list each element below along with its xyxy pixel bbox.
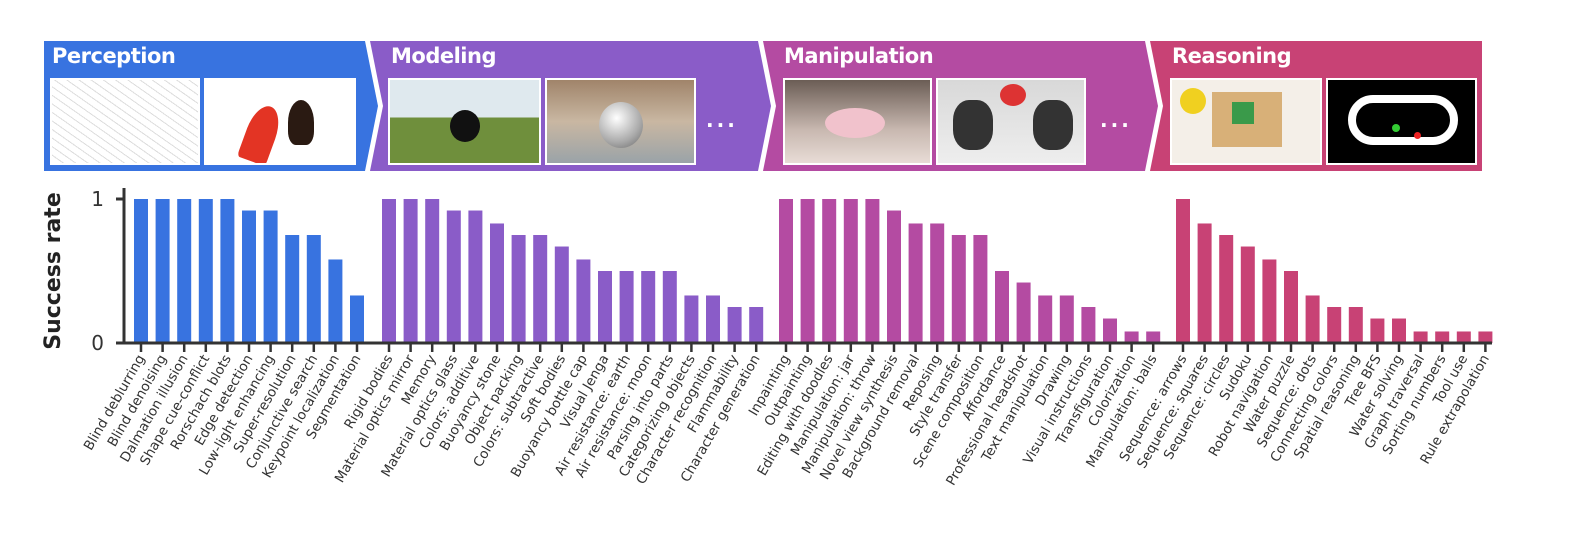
bar-modeling-0 xyxy=(382,199,396,343)
bar-reasoning-2 xyxy=(1219,235,1234,343)
bar-modeling-17 xyxy=(749,307,764,343)
bar-reasoning-5 xyxy=(1284,271,1298,343)
bar-modeling-5 xyxy=(490,223,504,343)
reasoning-title: Reasoning xyxy=(1172,44,1292,68)
bar-reasoning-12 xyxy=(1435,331,1450,343)
bar-manipulation-1 xyxy=(800,199,815,343)
bar-modeling-6 xyxy=(511,235,526,343)
bar-modeling-10 xyxy=(598,271,612,343)
bar-perception-5 xyxy=(242,210,256,343)
bar-modeling-8 xyxy=(554,246,569,343)
bar-manipulation-8 xyxy=(951,235,966,343)
line-drawing-parrot-image xyxy=(50,78,200,165)
manipulation-ellipsis: ... xyxy=(1100,108,1132,132)
bar-manipulation-3 xyxy=(843,199,858,343)
bar-reasoning-3 xyxy=(1240,246,1255,343)
bar-reasoning-13 xyxy=(1456,331,1471,343)
bar-perception-0 xyxy=(134,199,148,343)
bar-modeling-13 xyxy=(662,271,677,343)
bar-reasoning-9 xyxy=(1370,318,1385,343)
bar-modeling-16 xyxy=(727,307,742,343)
y-axis-label: Success rate xyxy=(41,192,66,350)
bar-perception-4 xyxy=(220,199,235,343)
bar-manipulation-9 xyxy=(973,235,988,343)
bar-modeling-4 xyxy=(468,210,483,343)
bar-reasoning-6 xyxy=(1305,295,1320,343)
bar-modeling-3 xyxy=(446,210,461,343)
bar-perception-9 xyxy=(328,259,343,343)
bar-reasoning-4 xyxy=(1262,259,1277,343)
bar-modeling-14 xyxy=(684,295,699,343)
bar-manipulation-14 xyxy=(1081,307,1096,343)
bar-perception-6 xyxy=(263,210,278,343)
bar-reasoning-14 xyxy=(1478,331,1493,343)
robot-hands-image xyxy=(936,78,1086,165)
bar-reasoning-7 xyxy=(1327,307,1342,343)
bar-manipulation-10 xyxy=(995,271,1009,343)
bar-manipulation-7 xyxy=(930,223,945,343)
bar-reasoning-10 xyxy=(1392,318,1406,343)
bar-manipulation-0 xyxy=(779,199,793,343)
bowling-ball-field-image xyxy=(388,78,541,165)
bar-reasoning-11 xyxy=(1413,331,1428,343)
bar-modeling-1 xyxy=(403,199,418,343)
bar-perception-10 xyxy=(350,295,364,343)
glass-sphere-hall-image xyxy=(545,78,696,165)
bar-manipulation-17 xyxy=(1146,331,1161,343)
y-tick-label-1: 1 xyxy=(91,187,104,211)
maze-image xyxy=(1326,78,1477,165)
bar-modeling-12 xyxy=(641,271,656,343)
bar-perception-7 xyxy=(285,235,300,343)
y-tick-label-0: 0 xyxy=(91,331,104,355)
bar-manipulation-11 xyxy=(1016,282,1031,343)
bar-modeling-7 xyxy=(533,235,548,343)
bar-manipulation-4 xyxy=(865,199,880,343)
modeling-ellipsis: ... xyxy=(706,108,738,132)
bar-manipulation-16 xyxy=(1124,331,1139,343)
bar-reasoning-8 xyxy=(1348,307,1363,343)
silhouette-parrot-monkey-image xyxy=(204,78,356,165)
bar-manipulation-15 xyxy=(1103,318,1117,343)
perception-title: Perception xyxy=(52,44,176,68)
mouse-teacup-image xyxy=(783,78,932,165)
modeling-title: Modeling xyxy=(391,44,496,68)
bar-manipulation-6 xyxy=(908,223,923,343)
bar-perception-2 xyxy=(177,199,192,343)
shape-puzzle-image xyxy=(1170,78,1322,165)
bar-reasoning-0 xyxy=(1176,199,1190,343)
bar-manipulation-5 xyxy=(887,210,901,343)
bar-reasoning-1 xyxy=(1197,223,1212,343)
bar-modeling-15 xyxy=(706,295,720,343)
manipulation-title: Manipulation xyxy=(784,44,934,68)
bar-manipulation-13 xyxy=(1059,295,1074,343)
bar-perception-1 xyxy=(155,199,170,343)
bar-modeling-2 xyxy=(425,199,440,343)
bar-modeling-11 xyxy=(619,271,634,343)
bar-modeling-9 xyxy=(576,259,591,343)
bar-manipulation-2 xyxy=(822,199,837,343)
bar-manipulation-12 xyxy=(1038,295,1053,343)
bar-perception-3 xyxy=(198,199,213,343)
bar-perception-8 xyxy=(306,235,321,343)
